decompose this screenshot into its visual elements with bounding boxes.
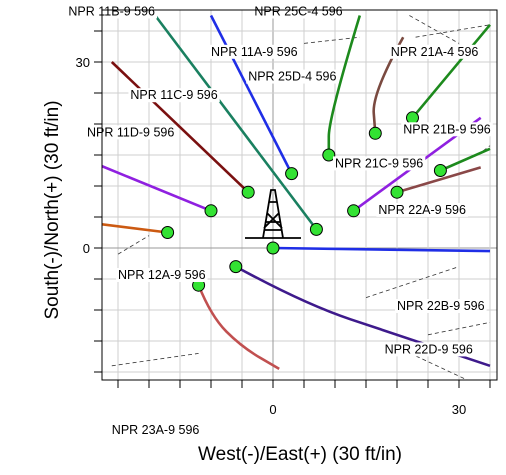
bottom-hole-marker [241, 185, 255, 199]
well-label: NPR 11C-9 596 [130, 88, 217, 102]
bottom-hole-marker [204, 204, 218, 218]
well-path-line [272, 246, 491, 253]
well-path-line [327, 15, 362, 155]
well-label: NPR 21B-9 596 [403, 122, 491, 136]
well-label-background [252, 4, 345, 19]
leader-line [409, 15, 460, 44]
bottom-hole-marker [347, 204, 361, 218]
well-label: NPR 23A-9 596 [112, 423, 200, 437]
well-path-line [102, 164, 212, 213]
bottom-hole-marker [433, 164, 447, 177]
well-label-background [116, 268, 208, 282]
well-label-background [382, 342, 475, 357]
well-label-background [209, 44, 300, 59]
bottom-hole-marker [368, 126, 382, 140]
x-axis-title: West(-)/East(+) (30 ft/in) [198, 444, 402, 465]
well-paths [102, 14, 491, 371]
bottom-hole-markers [161, 111, 447, 292]
well-label-background [128, 88, 220, 103]
leader-line [427, 322, 491, 336]
well-path-line [209, 14, 293, 175]
leader-line [415, 24, 491, 38]
bottom-hole-marker [285, 167, 299, 181]
well-path-line [110, 61, 250, 194]
well-label-background [388, 44, 481, 59]
well-label-background [376, 202, 468, 217]
bottom-hole-marker [161, 226, 175, 239]
leader-line [303, 36, 360, 44]
well-label: NPR 21C-9 596 [335, 156, 423, 170]
leader-line [62, 118, 81, 149]
well-label-background [66, 4, 158, 19]
well-label-background [246, 69, 339, 84]
well-label: NPR 22D-9 596 [385, 342, 473, 356]
leader-line [111, 353, 199, 367]
well-path-line [411, 23, 491, 119]
well-label-background [85, 125, 177, 140]
well-label-background [333, 156, 426, 171]
well-label: NPR 22A-9 596 [378, 203, 466, 217]
y-axis-title: South(-)/North(+) (30 ft/in) [42, 100, 63, 319]
drilling-rig-icon [245, 189, 301, 239]
well-label-background [401, 122, 493, 137]
well-label: NPR 11D-9 596 [87, 125, 174, 139]
x-tick-label: 0 [269, 402, 276, 417]
well-path-line [396, 166, 482, 194]
bottom-hole-marker [266, 241, 280, 255]
well-labels: NPR 11B-9 596 NPR 25C-4 596 NPR 11A-9 596 N… [66, 4, 493, 437]
bottom-hole-marker [390, 185, 404, 199]
axis-ticks: 0 30 0 30 [76, 30, 491, 417]
label-leader-lines [62, 15, 491, 380]
y-tick-label: 0 [83, 241, 90, 256]
well-label: NPR 11B-9 596 [68, 5, 155, 19]
well-path-line [154, 14, 318, 231]
well-label: NPR 21A-4 596 [391, 45, 479, 59]
well-path-line [102, 222, 168, 234]
leader-line [365, 266, 460, 298]
plot-frame [101, 9, 498, 381]
well-label-background [395, 299, 487, 313]
y-tick-label: 30 [76, 55, 90, 70]
well-label: NPR 12A-9 596 [118, 268, 206, 282]
rig-tower [245, 189, 301, 239]
bottom-hole-marker [229, 260, 243, 274]
well-label-background [109, 423, 202, 437]
well-label: NPR 22B-9 596 [397, 299, 485, 313]
well-label: NPR 25C-4 596 [254, 5, 342, 19]
well-path-line [439, 147, 491, 172]
well-label: NPR 25D-4 596 [248, 70, 336, 84]
well-path-line [197, 284, 280, 371]
x-tick-label: 30 [452, 402, 466, 417]
grid [102, 10, 497, 380]
well-label: NPR 11A-9 596 [211, 45, 298, 59]
bottom-hole-marker [322, 148, 336, 162]
bottom-hole-marker [309, 222, 323, 236]
leader-line [117, 235, 150, 255]
